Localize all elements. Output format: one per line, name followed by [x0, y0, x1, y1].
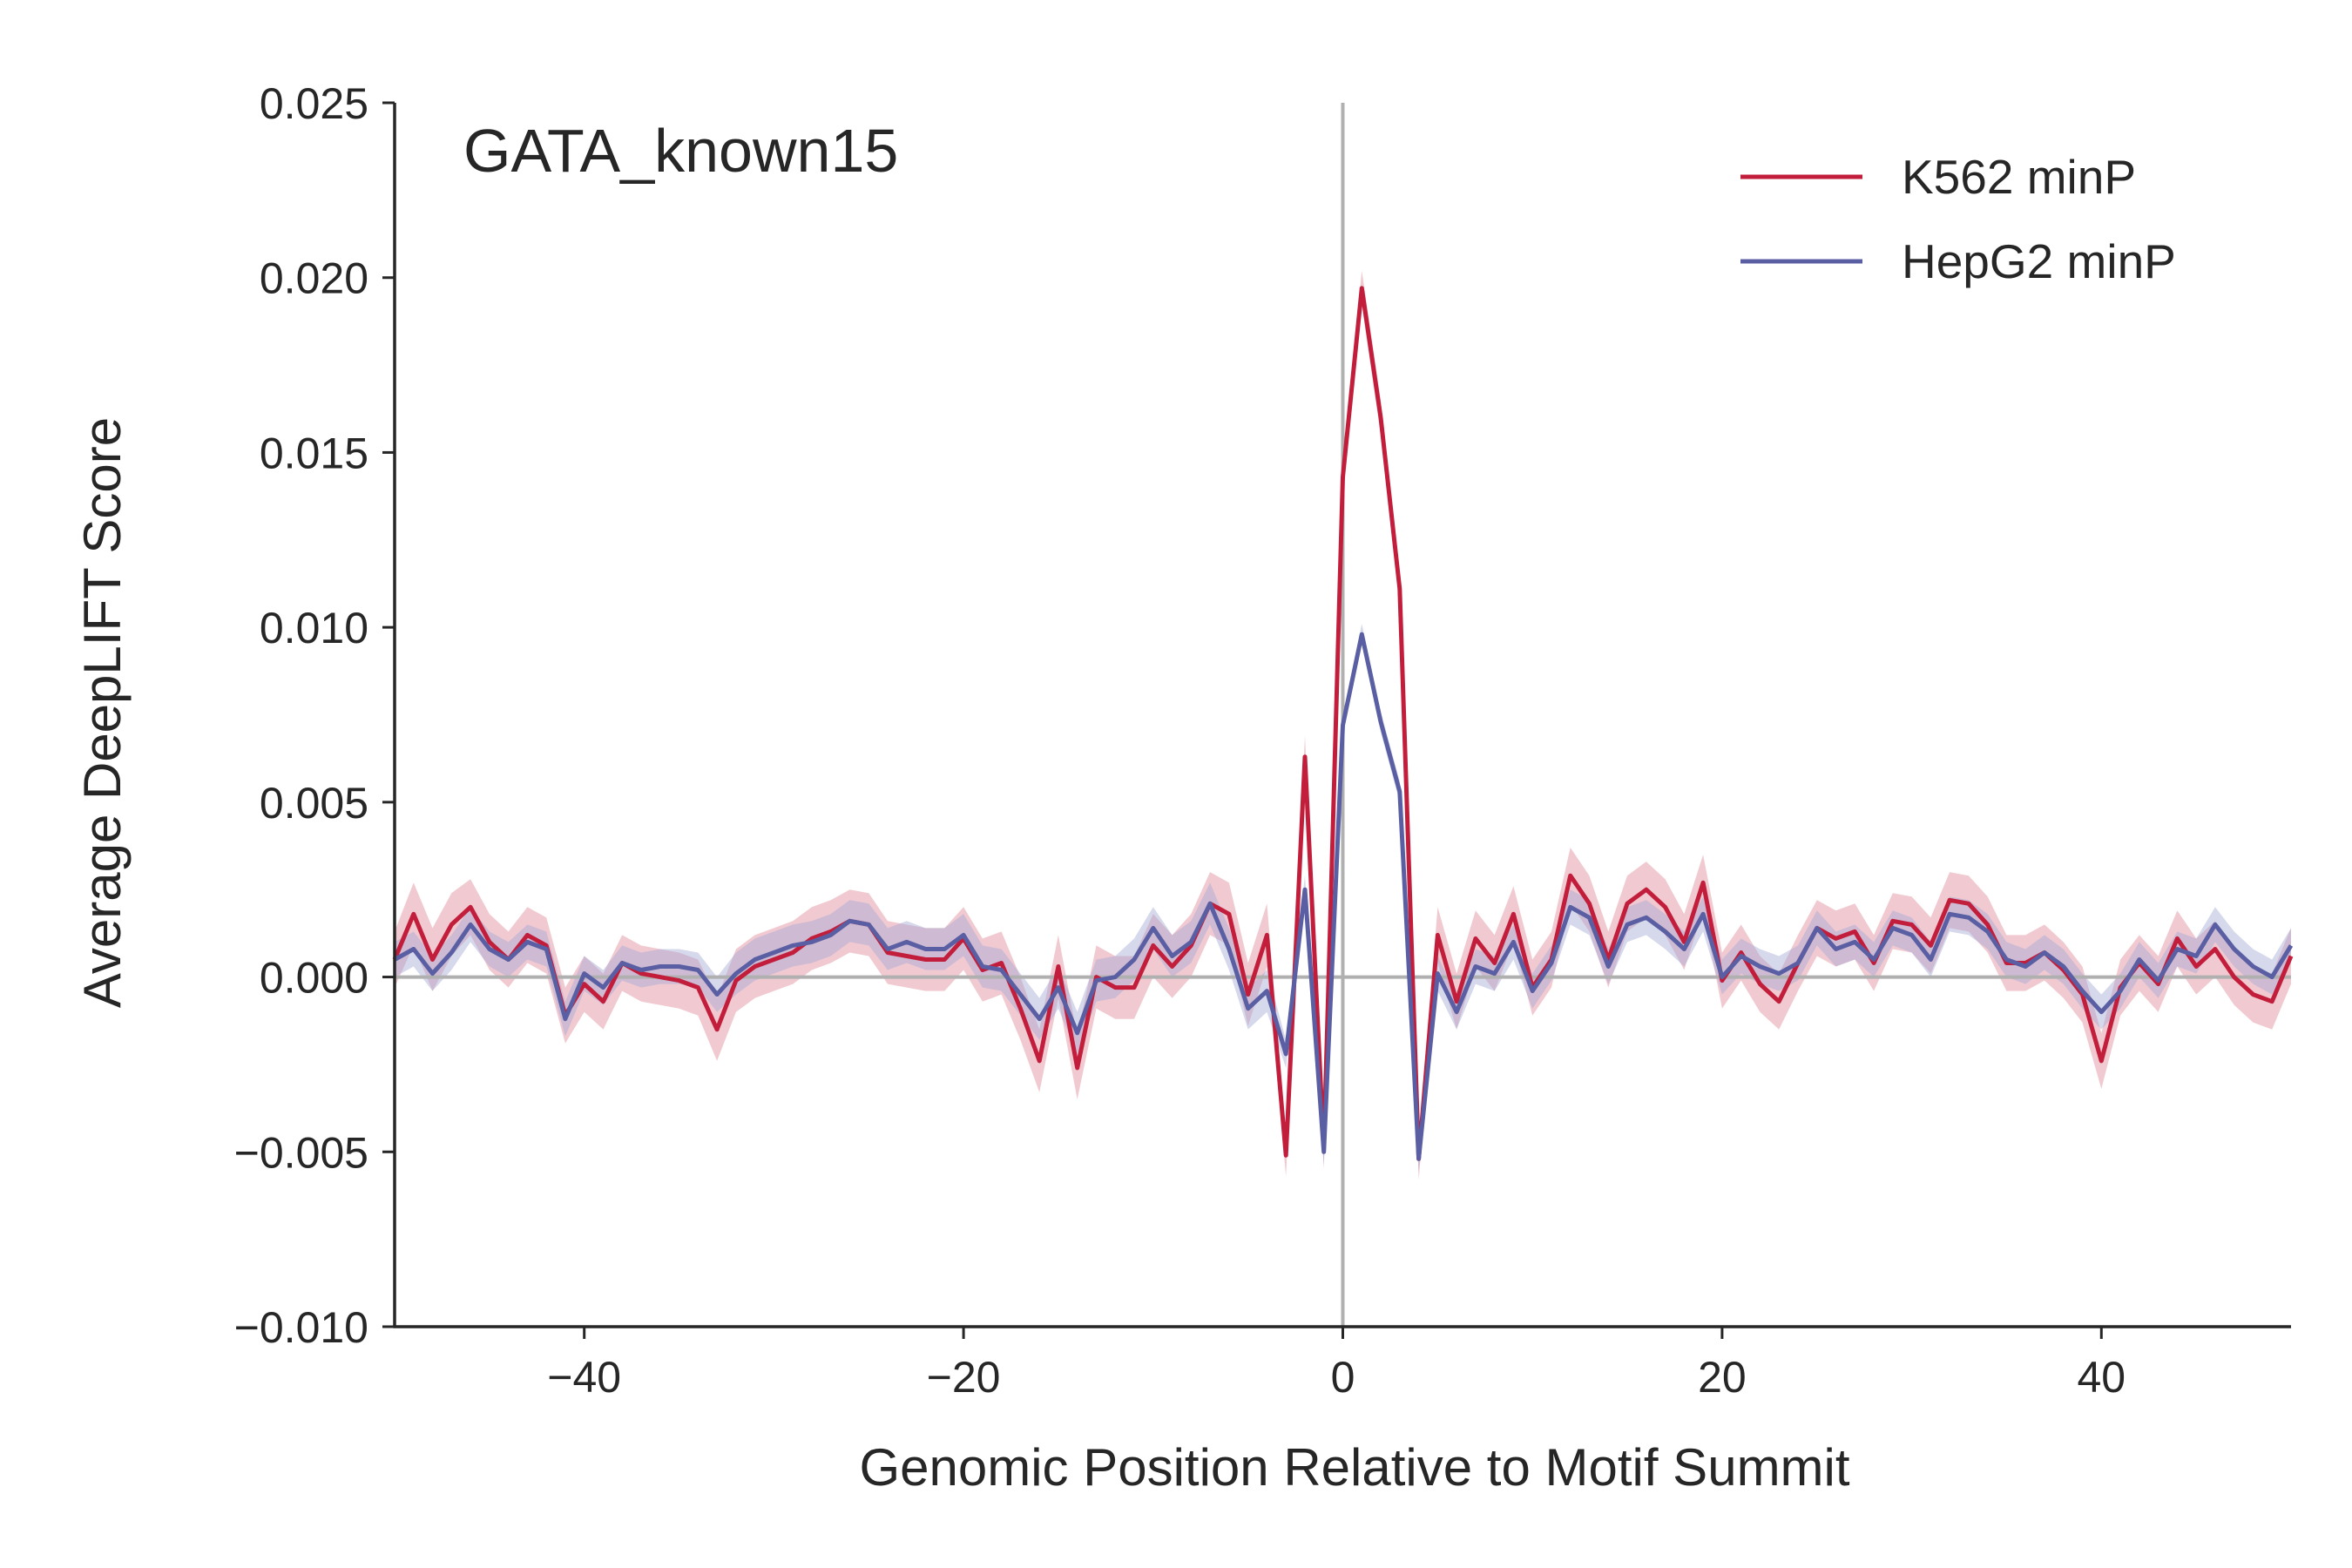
y-axis-label: Average DeepLIFT Score: [73, 417, 132, 1008]
legend: K562 minP HepG2 minP: [1740, 150, 2176, 288]
x-tick-label: 40: [2077, 1353, 2126, 1402]
series-lines: [392, 286, 2294, 1161]
y-tick-label: 0.020: [260, 254, 368, 303]
legend-label-0: K562 minP: [1902, 150, 2136, 204]
x-tick-label: 0: [1331, 1353, 1355, 1402]
line-series-1: [393, 632, 2294, 1161]
x-axis-label: Genomic Position Relative to Motif Summi…: [859, 1438, 1849, 1497]
y-tick-label: 0.025: [260, 79, 368, 128]
line-series-0: [392, 286, 2294, 1161]
x-tick-label: −40: [547, 1353, 621, 1402]
y-tick-label: 0.000: [260, 954, 368, 1003]
y-tick-label: −0.010: [234, 1303, 368, 1352]
x-axis-ticks: −40 −20 0 20 40: [547, 1327, 2126, 1402]
y-tick-label: 0.010: [260, 604, 368, 652]
y-axis-ticks: −0.010 −0.005 0.000 0.005 0.010 0.015 0.020 0.0…: [234, 79, 395, 1352]
y-tick-label: 0.005: [260, 779, 368, 828]
chart-title: GATA_known15: [463, 117, 898, 185]
y-tick-label: 0.015: [260, 429, 368, 477]
band-series-0: [395, 270, 2291, 1180]
legend-label-1: HepG2 minP: [1902, 234, 2176, 288]
x-tick-label: 20: [1698, 1353, 1747, 1402]
x-tick-label: −20: [927, 1353, 1001, 1402]
y-tick-label: −0.005: [234, 1128, 368, 1177]
